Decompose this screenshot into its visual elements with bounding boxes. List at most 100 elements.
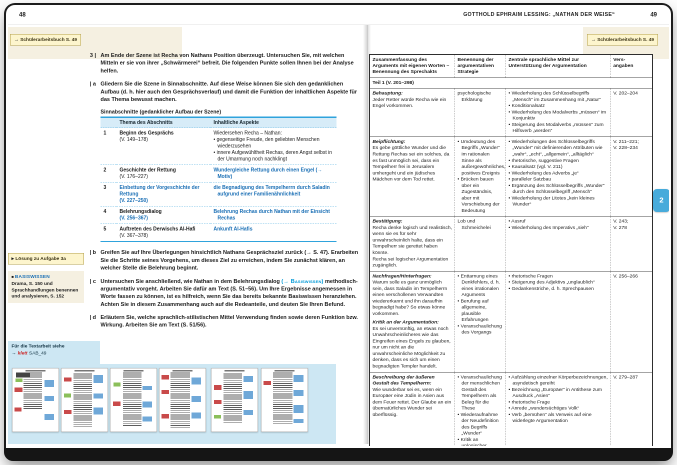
thumbnail-annotation-block	[142, 386, 152, 391]
thumbnail-text-block	[223, 373, 242, 424]
thumbnail-annotation-block	[93, 407, 103, 415]
summary-cell: Bestätigung: Recha denke logisch und real…	[369, 216, 455, 272]
thumbnail-annotation-block	[113, 382, 121, 387]
means-cell: • Wiederholung des Schlüsselbegriffs „Me…	[505, 88, 611, 137]
workbook-ref-badge-right[interactable]: → Schülerarbeitsbuch S. 49	[587, 34, 659, 46]
task-marker: | c	[89, 278, 96, 285]
strategy-item: • Brücken bauen über ein Zugeständnis, a…	[457, 176, 500, 214]
table-row: 4 Belehrungsdialog (V. 256–367) Belehrung R…	[100, 206, 337, 224]
verses-cell: V. 279–287	[610, 371, 653, 446]
summary-part: Nachfragen/Hinterfragen: Warum solle es g…	[373, 273, 453, 317]
text-page-thumbnail[interactable]	[61, 368, 108, 432]
thumbnail-annotation-block	[16, 372, 30, 378]
table-header-row: Thema des Abschnitts Inhaltliche Aspekte	[100, 117, 337, 128]
aspects-cell: Ankunft Al-Hafis	[210, 223, 337, 242]
thumbnail-text-block	[23, 372, 42, 411]
verse-range: (V. 367–378)	[119, 233, 148, 239]
text-page-thumbnail[interactable]	[12, 368, 59, 432]
thumbnail-annotation-block	[293, 418, 304, 423]
table-row: 2 Geschichte der Rettung (V. 176–227) Wunde…	[100, 164, 337, 183]
strategy-item: Lob und Schmeichelei	[457, 218, 491, 231]
theme-cell: Geschichte der Rettung (V. 176–227)	[116, 164, 211, 183]
means-item: • Wiederholung des Schlüsselbegriffs „Me…	[508, 90, 601, 103]
means-cell: • Wiederholungen des Schlüsselbegriffs „…	[505, 136, 611, 217]
means-item: • Gedankenstriche, d. h. Sprechpausen	[508, 285, 594, 292]
means-item: • Steigerung des Adjektivs „unglaublich“	[508, 279, 595, 286]
task-text-segment: Greifen Sie auf Ihre Überlegungen hinsic…	[100, 249, 359, 272]
summary-cell: Beschreibung der äußeren Gestalt des Tem…	[369, 371, 455, 446]
strategy-cell: • Umdeutung des Begriffs „Wunder“ im rat…	[454, 136, 506, 217]
textwork-note-box: Für die Textarbeit siehe → klett SAB_49	[8, 341, 100, 364]
means-item: • Ausruf	[508, 218, 526, 225]
means-item: • paralleler Satzbau	[508, 176, 552, 183]
chapter-tab[interactable]: 2	[653, 189, 669, 212]
file-reference: SAB_49	[29, 350, 47, 357]
task-text: Untersuchen Sie anschließend, wie Nathan…	[96, 278, 362, 309]
square-bullet-icon: ■	[11, 274, 14, 280]
means-item: • Wiederholung des Modalverbs „müssen“ i…	[508, 109, 607, 122]
table-row: 5 Auftreten des Derwischs Al-Hafi (V. 367–…	[100, 223, 337, 242]
thumbnail-annotation-block	[63, 377, 72, 382]
thumbnail-annotation-block	[44, 396, 54, 402]
workbook-ref-badge-left[interactable]: → Schülerarbeitsbuch S. 49	[10, 34, 82, 46]
aspects-cell: Wundergleiche Rettung durch einen Engel …	[210, 164, 337, 183]
thumbnail-annotation-block	[293, 389, 304, 396]
task-text-segment: Erläutern Sie, welche sprachlich-stilist…	[100, 314, 358, 329]
text-page-thumbnail[interactable]	[110, 368, 157, 432]
thumbnail-annotation-block	[93, 393, 103, 399]
table-row: 3 Einbettung der Vorgeschichte der Rettun…	[100, 182, 337, 207]
means-item: • Aufzählung einzelner Körperbezeichnung…	[508, 374, 608, 387]
means-item: • Wiederholung des Adverbs „je“	[508, 170, 579, 176]
strategy-cell: • Enttarnung eines Denkfehlers, d. h. ei…	[454, 270, 506, 373]
aspect-item: Belehrung Rechas durch Nathan mit der Ei…	[213, 209, 330, 222]
verses-cell: V. 211–221; V. 228–234	[610, 136, 653, 217]
scene-structure-table: Thema des Abschnitts Inhaltliche Aspekte 1…	[100, 116, 337, 243]
task-marker: | b	[89, 249, 96, 256]
thumbnail-annotation-block	[243, 410, 253, 416]
summary-text: Recha denke logisch und realistisch, wen…	[372, 224, 453, 269]
thumbnail-annotation-block	[93, 374, 103, 383]
summary-text: Es sei unvernünftig, an etwas noch Unwah…	[372, 325, 451, 370]
page-gutter	[363, 25, 371, 444]
summary-part: Beipflichtung: Es gebe göttliche Wunder u…	[373, 139, 453, 183]
row-number-cell: 5	[100, 223, 117, 242]
aspect-item: Wundergleiche Rettung durch einen Engel …	[213, 167, 323, 180]
thumbnail-annotation-block	[161, 413, 170, 419]
summary-cell: Behauptung: Jeder Retter würde Recha wie …	[369, 88, 455, 137]
aspect-item: • gegenseitige Freude, den geliebten Men…	[213, 137, 320, 150]
thumbnail-annotation-block	[293, 374, 304, 382]
scene-structure-table-block: Sinnabschnitte (gedanklicher Aufbau der …	[100, 109, 337, 243]
thumbnail-annotation-block	[14, 407, 22, 412]
speech-act-label: Kritik an der Argumentation:	[372, 319, 439, 326]
thumbnail-annotation-block	[63, 393, 72, 398]
section-row: Teil 1 (V. 201–298)	[369, 77, 653, 89]
theme-cell: Beginn des Gesprächs (V. 149–178)	[116, 127, 211, 165]
verse-range: (V. 227–250)	[119, 198, 148, 204]
basiswissen-reference: Drama, S. 150 und Sprachhandlungen benen…	[11, 280, 79, 300]
column-header: Zusammenfassung des Arguments mit eigene…	[372, 57, 450, 75]
basiswissen-label: BASISWISSEN	[14, 274, 50, 280]
means-item: • Ergänzung des Schlüsselbegriffs „Wunde…	[508, 182, 605, 195]
text-page-thumbnail[interactable]	[211, 368, 258, 432]
thumbnail-annotation-block	[142, 401, 152, 408]
thumbnail-annotation-block	[161, 389, 170, 394]
thumbnail-annotation-block	[142, 416, 152, 422]
aspect-item: die Begnadigung des Tempelherrn durch Sa…	[213, 185, 330, 198]
task-text: Greifen Sie auf Ihre Überlegungen hinsic…	[96, 249, 362, 272]
column-header	[100, 117, 117, 128]
textwork-note-link[interactable]: → klett SAB_49	[12, 351, 97, 357]
means-cell: • Aufzählung einzelner Körperbezeichnung…	[505, 371, 611, 446]
section-label: Teil 1 (V. 201–298)	[369, 77, 653, 89]
summary-part: Kritik an der Argumentation: Es sei unver…	[373, 320, 453, 370]
task-marker: | a	[89, 81, 96, 88]
text-page-thumbnail[interactable]	[159, 368, 206, 432]
theme-label: Beginn des Gesprächs	[119, 130, 174, 137]
arrow-icon: →	[11, 350, 17, 357]
solution-note-box[interactable]: ▸ Lösung zu Aufgabe 3a	[8, 253, 84, 265]
task-text-segment: Untersuchen Sie anschließend, wie Nathan…	[100, 278, 282, 285]
text-page-thumbnail[interactable]	[261, 368, 308, 432]
verse-range: (V. 149–178)	[119, 137, 148, 143]
summary-cell: Nachfragen/Hinterfragen: Warum solle es g…	[369, 270, 455, 373]
basiswissen-link[interactable]: (→ Basiswissen)	[281, 278, 324, 285]
